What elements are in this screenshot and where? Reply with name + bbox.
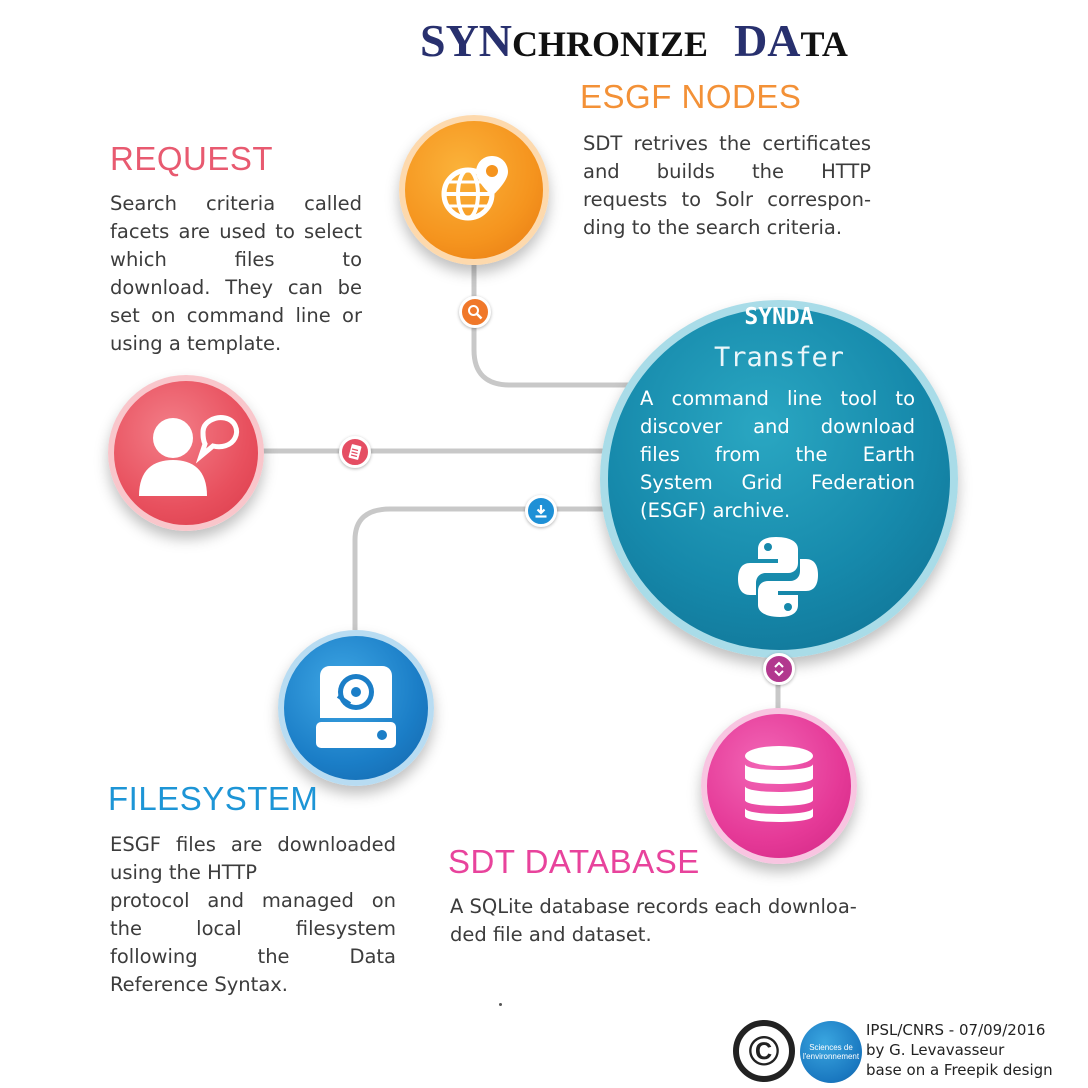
synda-description: A command line tool to discover and down… bbox=[640, 385, 915, 525]
document-icon bbox=[348, 444, 362, 460]
db-line: A SQLite database records each downloa- bbox=[450, 895, 857, 918]
copyright-symbol: © bbox=[748, 1027, 780, 1074]
fs-line: following the Data bbox=[110, 945, 396, 968]
stray-dot bbox=[499, 1003, 502, 1006]
download-icon bbox=[535, 505, 547, 518]
synda-line: discover and download bbox=[640, 415, 915, 438]
esgf-line: SDT retrives the certificates bbox=[583, 132, 871, 155]
esgf-line: ding to the search criteria. bbox=[583, 216, 843, 239]
fs-line: ESGF files are downloaded bbox=[110, 833, 396, 856]
synda-title: SYNDA bbox=[744, 304, 814, 330]
title-part2-big: DA bbox=[734, 15, 801, 66]
sdt-database-circle bbox=[701, 708, 857, 864]
sdt-database-heading: SDT DATABASE bbox=[448, 843, 700, 880]
filesystem-circle bbox=[278, 630, 434, 786]
fs-line: Reference Syntax. bbox=[110, 973, 289, 996]
logo-text-1: Sciences de bbox=[809, 1043, 853, 1052]
download-badge bbox=[525, 495, 557, 527]
user-speech-icon bbox=[139, 415, 240, 496]
request-line: using a template. bbox=[110, 332, 282, 355]
search-badge bbox=[459, 296, 491, 328]
request-line: facets are used to select bbox=[110, 220, 362, 243]
esgf-line: and builds the HTTP bbox=[583, 160, 871, 183]
title-part2-small: TA bbox=[800, 24, 848, 64]
filesystem-text: ESGF files are downloaded using the HTTP… bbox=[110, 831, 396, 999]
document-badge bbox=[339, 436, 371, 468]
credit-line-3: base on a Freepik design bbox=[866, 1061, 1053, 1079]
request-line: Search criteria called bbox=[110, 192, 362, 215]
synda-line: (ESGF) archive. bbox=[640, 499, 791, 522]
request-circle bbox=[108, 375, 264, 531]
esgf-nodes-circle bbox=[399, 115, 549, 265]
db-line: ded file and dataset. bbox=[450, 923, 652, 946]
synda-subtitle: Transfer bbox=[713, 342, 845, 373]
title-part1-small: CHRONIZE bbox=[512, 24, 709, 64]
synda-line: A command line tool to bbox=[640, 387, 915, 410]
esgf-line: requests to Solr correspon- bbox=[583, 188, 871, 211]
title-part1-big: SYN bbox=[420, 15, 513, 66]
request-heading: REQUEST bbox=[110, 140, 274, 177]
esgf-nodes-heading: ESGF NODES bbox=[580, 78, 802, 115]
logo-text-2: l'environnement bbox=[802, 1052, 860, 1061]
database-icon bbox=[745, 746, 813, 822]
esgf-nodes-text: SDT retrives the certificates and builds… bbox=[583, 130, 871, 242]
connector-esgf-synda bbox=[471, 265, 640, 388]
connector-fs-synda bbox=[352, 506, 610, 630]
filesystem-heading: FILESYSTEM bbox=[108, 780, 319, 817]
globe-pin-icon bbox=[441, 156, 508, 221]
request-line: set on command line or bbox=[110, 304, 362, 327]
sciences-environnement-logo: Sciences de l'environnement bbox=[800, 1021, 862, 1083]
fs-line: the local filesystem bbox=[110, 917, 396, 940]
page-title: SYNCHRONIZE DATA bbox=[420, 14, 900, 66]
copyright-icon: © bbox=[733, 1020, 795, 1082]
updown-badge bbox=[763, 653, 795, 685]
fs-line: protocol and managed on bbox=[110, 889, 396, 912]
up-down-arrows-icon bbox=[774, 661, 784, 677]
request-line: which files to bbox=[110, 248, 362, 271]
request-line: download. They can be bbox=[110, 276, 362, 299]
synda-line: System Grid Federation bbox=[640, 471, 915, 494]
request-text: Search criteria called facets are used t… bbox=[110, 190, 362, 358]
python-logo-icon bbox=[736, 535, 820, 619]
credit-line-1: IPSL/CNRS - 07/09/2016 bbox=[866, 1021, 1046, 1039]
fs-line: using the HTTP bbox=[110, 861, 257, 884]
hard-drive-icon bbox=[316, 666, 396, 748]
credit-line-2: by G. Levavasseur bbox=[866, 1041, 1005, 1059]
search-icon bbox=[468, 305, 483, 320]
synda-line: files from the Earth bbox=[640, 443, 915, 466]
credits: IPSL/CNRS - 07/09/2016 by G. Levavasseur… bbox=[866, 1020, 1086, 1080]
sdt-database-text: A SQLite database records each downloa- … bbox=[450, 893, 895, 949]
